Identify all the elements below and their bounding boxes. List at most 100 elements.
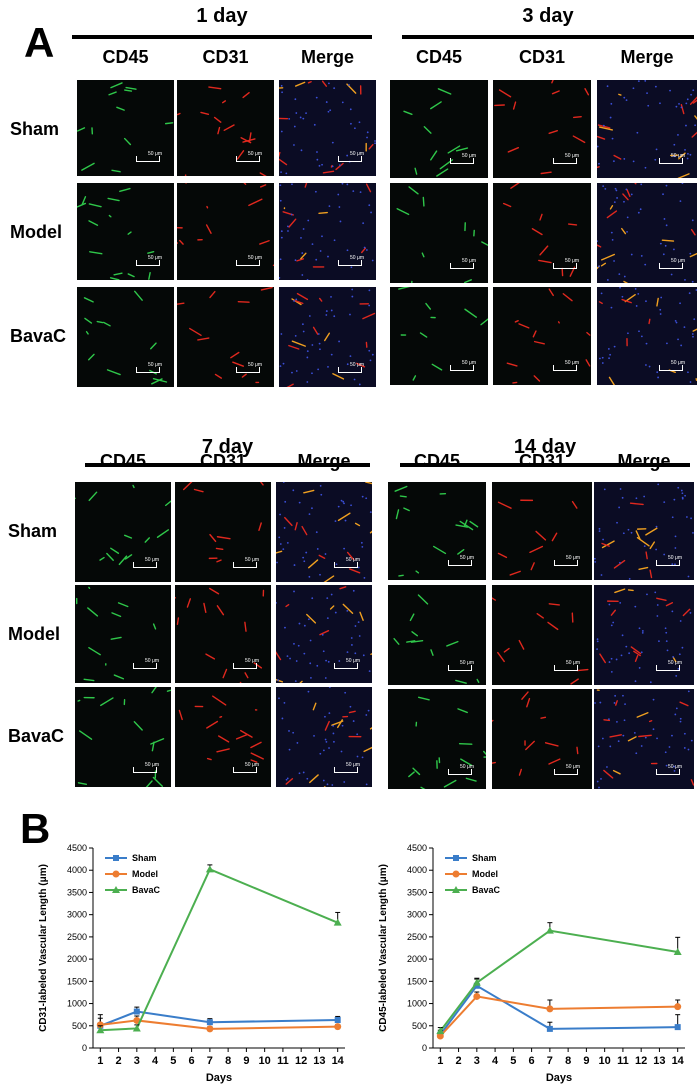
y-tick-label: 4500 xyxy=(67,843,87,853)
fluorescence-signal xyxy=(597,183,697,283)
y-tick-label: 2000 xyxy=(67,954,87,964)
row-label-model: Model xyxy=(8,624,60,644)
scale-bar-label: 50 μm xyxy=(148,362,162,368)
legend-label-sham: Sham xyxy=(132,853,157,863)
scale-bar-label: 50 μm xyxy=(671,360,685,366)
scale-bar xyxy=(656,665,680,671)
row-label-bavac: BavaC xyxy=(10,326,67,346)
scale-bar-label: 50 μm xyxy=(565,153,579,159)
x-tick-label: 9 xyxy=(243,1055,249,1067)
scale-bar xyxy=(233,663,257,669)
fluorescence-signal xyxy=(596,588,692,684)
fluorescence-signal xyxy=(77,187,155,280)
x-tick-label: 8 xyxy=(565,1055,571,1067)
x-tick-label: 10 xyxy=(259,1055,271,1067)
x-tick-label: 6 xyxy=(529,1055,535,1067)
fluorescence-signal xyxy=(408,696,486,789)
micrograph-merge: 50 μm xyxy=(597,183,697,283)
micrograph-cd45: 50 μm xyxy=(77,287,174,387)
day-title: 14 day xyxy=(513,436,577,458)
series-line-bavac xyxy=(100,868,339,1032)
scale-bar-label: 50 μm xyxy=(566,555,580,561)
fluorescence-signal xyxy=(276,482,372,582)
fluorescence-signal xyxy=(396,186,488,283)
scale-bar xyxy=(554,560,578,566)
legend-label-bavac: BavaC xyxy=(132,885,161,895)
scale-bar-label: 50 μm xyxy=(668,764,682,770)
scale-bar-label: 50 μm xyxy=(346,658,360,664)
data-point-model xyxy=(96,1021,104,1029)
micrograph-cd45: 50 μm xyxy=(390,287,488,385)
data-point-model xyxy=(436,1032,444,1040)
column-header-cd31: CD31 xyxy=(202,47,249,67)
column-header-merge: Merge xyxy=(300,47,354,67)
y-tick-label: 2500 xyxy=(407,932,427,942)
micrograph-cd31: 50 μm xyxy=(492,482,592,580)
micrograph-cd31: 50 μm xyxy=(177,80,274,176)
column-header-cd45: CD45 xyxy=(415,47,463,67)
scale-bar xyxy=(136,367,160,373)
data-point-sham xyxy=(133,1008,140,1015)
legend-label-model: Model xyxy=(132,869,158,879)
x-tick-label: 9 xyxy=(583,1055,589,1067)
fluorescence-signal xyxy=(279,288,376,387)
x-tick-label: 2 xyxy=(456,1055,462,1067)
day-title: 3 day xyxy=(522,5,574,27)
scale-bar xyxy=(656,769,680,775)
x-axis-label: Days xyxy=(546,1072,572,1084)
x-tick-label: 10 xyxy=(599,1055,611,1067)
legend-label-bavac: BavaC xyxy=(472,885,501,895)
column-header-cd31: CD31 xyxy=(518,451,566,471)
x-tick-label: 11 xyxy=(277,1055,289,1067)
series-line-model xyxy=(439,995,678,1037)
y-axis-label: CD45-labeled Vascular Length (μm) xyxy=(378,864,389,1032)
data-point-sham xyxy=(206,1019,213,1026)
fluorescence-signal xyxy=(594,689,694,789)
legend-marker xyxy=(112,870,120,878)
scale-bar xyxy=(448,560,472,566)
data-point-sham xyxy=(334,1017,341,1023)
scale-bar-label: 50 μm xyxy=(565,258,579,264)
fluorescence-signal xyxy=(506,288,591,384)
scale-bar xyxy=(133,562,157,568)
row-label-bavac: BavaC xyxy=(8,726,65,746)
scale-bar-label: 50 μm xyxy=(145,557,159,563)
micrograph-merge: 50 μm xyxy=(279,183,376,280)
legend-marker xyxy=(452,886,460,893)
scale-bar xyxy=(554,769,578,775)
x-tick-label: 14 xyxy=(332,1055,345,1067)
scale-bar-label: 50 μm xyxy=(350,151,364,157)
micrograph-cd31: 50 μm xyxy=(492,689,592,789)
micrograph-cd31: 50 μm xyxy=(175,482,271,582)
y-tick-label: 3000 xyxy=(407,910,427,920)
data-point-bavac xyxy=(673,948,682,955)
micrograph-cd31: 50 μm xyxy=(175,585,271,683)
data-point-bavac xyxy=(205,865,214,873)
scale-bar xyxy=(450,365,474,371)
series-line-model xyxy=(100,1019,338,1030)
scale-bar-label: 50 μm xyxy=(668,555,682,561)
y-tick-label: 1500 xyxy=(407,976,427,986)
micrograph-merge: 50 μm xyxy=(276,585,372,683)
scale-bar-label: 50 μm xyxy=(668,660,682,666)
data-point-model xyxy=(546,1005,554,1013)
scale-bar xyxy=(334,562,358,568)
y-tick-label: 500 xyxy=(412,1021,427,1031)
x-tick-label: 14 xyxy=(672,1055,685,1067)
legend-marker xyxy=(112,886,120,893)
scale-bar-label: 50 μm xyxy=(346,762,360,768)
x-tick-label: 7 xyxy=(547,1055,553,1067)
scale-bar xyxy=(233,562,257,568)
fluorescence-signal xyxy=(393,594,480,684)
scale-bar xyxy=(133,663,157,669)
series-line-sham xyxy=(99,1010,338,1027)
x-tick-label: 13 xyxy=(313,1055,325,1067)
fluorescence-signal xyxy=(403,88,469,177)
scale-bar xyxy=(448,665,472,671)
x-tick-label: 6 xyxy=(189,1055,195,1067)
legend-marker xyxy=(453,855,459,861)
x-tick-label: 5 xyxy=(170,1055,176,1067)
scale-bar-label: 50 μm xyxy=(148,255,162,261)
fluorescence-signal xyxy=(502,183,578,277)
